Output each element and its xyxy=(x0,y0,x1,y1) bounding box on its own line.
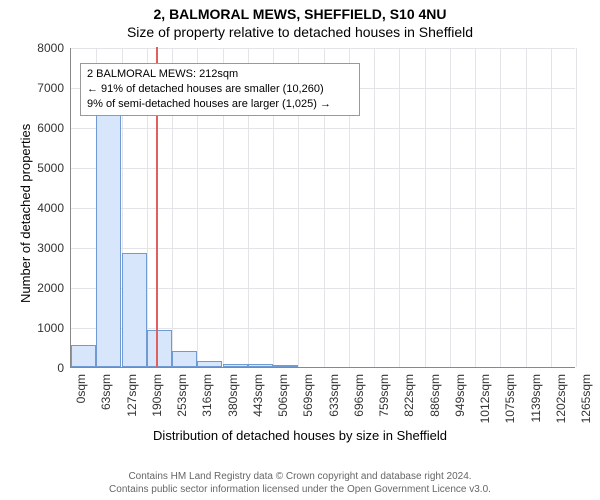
histogram-bar xyxy=(197,361,222,367)
y-tick-label: 7000 xyxy=(28,81,64,95)
x-tick-label: 696sqm xyxy=(352,374,366,424)
histogram-bar xyxy=(147,330,172,367)
histogram-bar xyxy=(71,345,96,367)
y-tick-label: 0 xyxy=(28,361,64,375)
gridline-vertical xyxy=(576,48,577,367)
gridline-vertical xyxy=(526,48,527,367)
footer-line-2: Contains public sector information licen… xyxy=(0,483,600,496)
title-sub: Size of property relative to detached ho… xyxy=(0,24,600,40)
histogram-bar xyxy=(273,365,298,367)
y-tick-label: 5000 xyxy=(28,161,64,175)
footer-line-1: Contains HM Land Registry data © Crown c… xyxy=(0,470,600,483)
x-tick-label: 443sqm xyxy=(251,374,265,424)
x-tick-label: 1202sqm xyxy=(554,374,568,424)
gridline-vertical xyxy=(500,48,501,367)
gridline-vertical xyxy=(425,48,426,367)
y-tick-label: 8000 xyxy=(28,41,64,55)
footer: Contains HM Land Registry data © Crown c… xyxy=(0,470,600,496)
histogram-bar xyxy=(172,351,197,367)
annotation-line-1: 2 BALMORAL MEWS: 212sqm xyxy=(87,67,353,82)
title-block: 2, BALMORAL MEWS, SHEFFIELD, S10 4NU Siz… xyxy=(0,0,600,40)
gridline-vertical xyxy=(475,48,476,367)
x-tick-label: 0sqm xyxy=(74,374,88,424)
x-tick-label: 190sqm xyxy=(150,374,164,424)
x-axis-label: Distribution of detached houses by size … xyxy=(0,428,600,443)
x-tick-label: 1139sqm xyxy=(529,374,543,424)
histogram-bar xyxy=(248,364,273,367)
x-tick-label: 380sqm xyxy=(226,374,240,424)
x-tick-label: 886sqm xyxy=(428,374,442,424)
x-tick-label: 316sqm xyxy=(200,374,214,424)
x-tick-label: 949sqm xyxy=(453,374,467,424)
gridline-vertical xyxy=(399,48,400,367)
gridline-vertical xyxy=(551,48,552,367)
y-tick-label: 4000 xyxy=(28,201,64,215)
y-tick-label: 2000 xyxy=(28,281,64,295)
x-tick-label: 63sqm xyxy=(99,374,113,424)
title-main: 2, BALMORAL MEWS, SHEFFIELD, S10 4NU xyxy=(0,6,600,22)
x-tick-label: 759sqm xyxy=(377,374,391,424)
histogram-bar xyxy=(96,109,121,367)
histogram-bar xyxy=(223,364,248,367)
gridline-vertical xyxy=(374,48,375,367)
y-tick-label: 3000 xyxy=(28,241,64,255)
y-tick-label: 1000 xyxy=(28,321,64,335)
x-tick-label: 1265sqm xyxy=(579,374,593,424)
annotation-box: 2 BALMORAL MEWS: 212sqm ← 91% of detache… xyxy=(80,63,360,116)
gridline-vertical xyxy=(450,48,451,367)
x-tick-label: 253sqm xyxy=(175,374,189,424)
x-tick-label: 1075sqm xyxy=(503,374,517,424)
x-tick-label: 1012sqm xyxy=(478,374,492,424)
annotation-line-2: ← 91% of detached houses are smaller (10… xyxy=(87,82,353,97)
y-axis-label: Number of detached properties xyxy=(18,124,33,303)
x-tick-label: 127sqm xyxy=(125,374,139,424)
x-tick-label: 822sqm xyxy=(402,374,416,424)
x-tick-label: 633sqm xyxy=(327,374,341,424)
x-tick-label: 569sqm xyxy=(301,374,315,424)
y-tick-label: 6000 xyxy=(28,121,64,135)
annotation-line-3: 9% of semi-detached houses are larger (1… xyxy=(87,97,353,112)
histogram-bar xyxy=(122,253,147,367)
x-tick-label: 506sqm xyxy=(276,374,290,424)
